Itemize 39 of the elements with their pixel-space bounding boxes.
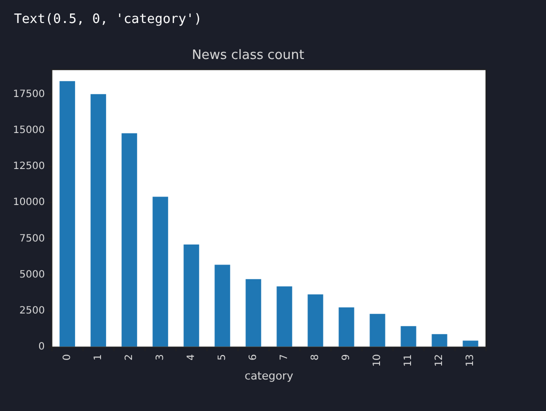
bar — [276, 286, 292, 347]
bar — [308, 294, 324, 347]
y-tick-label: 17500 — [13, 88, 45, 100]
x-tick-label: 8 — [310, 354, 322, 360]
y-tick-label: 15000 — [13, 124, 45, 136]
bar — [400, 326, 416, 347]
bar — [370, 314, 386, 347]
x-tick-label: 10 — [372, 354, 384, 367]
bar — [246, 279, 262, 347]
x-tick-label: 11 — [403, 354, 414, 367]
bar — [338, 307, 354, 347]
x-tick-label: 1 — [92, 354, 104, 360]
y-tick-label: 12500 — [13, 161, 45, 172]
x-tick-label: 0 — [62, 354, 73, 360]
y-tick-label: 10000 — [13, 197, 45, 208]
x-tick-label: 4 — [186, 354, 197, 360]
text: Text(0.5, 0, 'category') — [14, 12, 202, 27]
chart-title: News class count — [192, 48, 304, 64]
bar — [60, 81, 76, 347]
bar — [152, 196, 168, 347]
x-tick-label: 7 — [279, 354, 290, 360]
x-tick-label: 6 — [248, 354, 259, 360]
x-tick-label: 13 — [465, 354, 476, 367]
y-tick-label: 0 — [38, 342, 45, 353]
bar — [184, 244, 200, 347]
bar — [432, 334, 448, 347]
bar — [214, 264, 230, 347]
x-tick-label: 2 — [124, 354, 135, 360]
bar — [122, 133, 138, 347]
y-tick-label: 7500 — [19, 233, 45, 244]
bar — [90, 94, 106, 347]
y-tick-label: 5000 — [19, 269, 45, 280]
x-tick-label: 12 — [434, 354, 446, 367]
x-tick-label: 5 — [216, 354, 228, 360]
x-axis-title: category — [244, 369, 294, 382]
bar — [462, 340, 478, 347]
y-tick-label: 2500 — [19, 306, 45, 317]
x-tick-label: 9 — [341, 354, 352, 360]
x-tick-label: 3 — [154, 354, 166, 360]
